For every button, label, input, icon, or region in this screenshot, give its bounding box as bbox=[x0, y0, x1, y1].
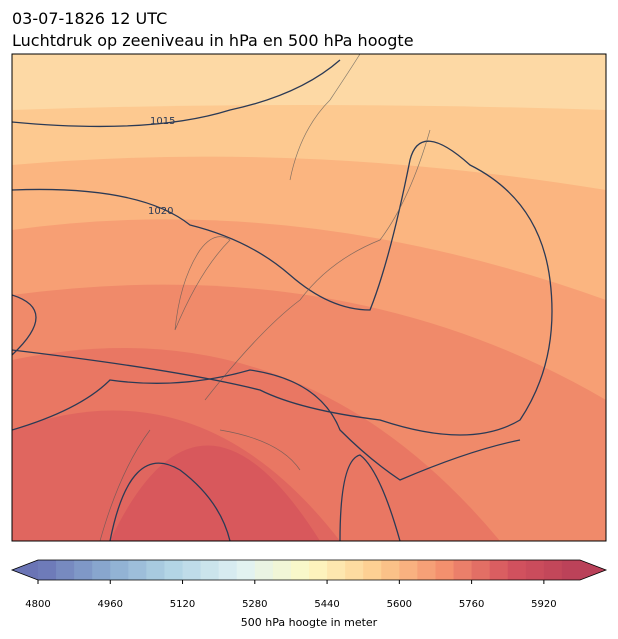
coastlines bbox=[99, 54, 431, 541]
colorbar-segment bbox=[561, 560, 581, 580]
coastline bbox=[99, 429, 301, 541]
colorbar-label: 500 hPa hoogte in meter bbox=[241, 616, 378, 629]
colorbar-tick-label: 5440 bbox=[314, 599, 339, 610]
colorbar-segment bbox=[182, 560, 202, 580]
colorbar-segment bbox=[218, 560, 238, 580]
colorbar: 4800 4960 5120 5280 5440 5600 5760 5920 bbox=[10, 559, 608, 610]
colorbar-tick-label: 4800 bbox=[25, 599, 50, 610]
colorbar-segment bbox=[507, 560, 527, 580]
colorbar-segment bbox=[56, 560, 75, 580]
colorbar-segment bbox=[236, 560, 256, 580]
isobar bbox=[339, 454, 401, 541]
colorbar-segment bbox=[290, 560, 310, 580]
map-date: 03-07-1826 12 UTC bbox=[12, 9, 167, 28]
height-band bbox=[110, 445, 320, 541]
colorbar-segment bbox=[381, 560, 400, 580]
colorbar-segment bbox=[146, 560, 165, 580]
isobar bbox=[12, 59, 341, 128]
colorbar-segment bbox=[363, 560, 382, 580]
colorbar-segment bbox=[110, 560, 129, 580]
colorbar-segment bbox=[254, 560, 274, 580]
colorbar-tick-label: 5120 bbox=[170, 599, 195, 610]
coastline bbox=[174, 236, 231, 331]
isobar bbox=[12, 140, 553, 436]
colorbar-extend-high bbox=[580, 560, 606, 580]
isobar bbox=[12, 369, 521, 481]
isobar-label: 1015 bbox=[150, 116, 175, 127]
colorbar-segment bbox=[417, 560, 436, 580]
colorbar-segment bbox=[164, 560, 184, 580]
colorbar-segment bbox=[525, 560, 545, 580]
colorbar-segment bbox=[543, 560, 563, 580]
colorbar-segment bbox=[74, 560, 93, 580]
colorbar-segment bbox=[92, 560, 111, 580]
map-area bbox=[12, 54, 606, 541]
colorbar-segment bbox=[399, 560, 418, 580]
colorbar-segment bbox=[453, 560, 473, 580]
colorbar-tick-label: 5280 bbox=[242, 599, 267, 610]
colorbar-segment bbox=[38, 560, 57, 580]
isobars bbox=[12, 59, 553, 541]
colorbar-tick-label: 5600 bbox=[387, 599, 412, 610]
isobar-label: 1020 bbox=[148, 206, 173, 217]
coastline bbox=[204, 129, 431, 401]
colorbar-segment bbox=[435, 560, 455, 580]
colorbar-segment bbox=[200, 560, 220, 580]
colorbar-segment bbox=[128, 560, 147, 580]
isobar bbox=[109, 462, 231, 541]
colorbar-outline bbox=[10, 559, 608, 581]
map-title: Luchtdruk op zeeniveau in hPa en 500 hPa… bbox=[12, 31, 414, 50]
colorbar-segment bbox=[327, 560, 346, 580]
colorbar-tick-label: 5760 bbox=[459, 599, 484, 610]
map-frame bbox=[11, 53, 607, 542]
colorbar-segment bbox=[272, 560, 292, 580]
colorbar-segment bbox=[471, 560, 491, 580]
colorbar-extend-low bbox=[12, 560, 38, 580]
colorbar-segment bbox=[309, 560, 328, 580]
colorbar-segment bbox=[489, 560, 509, 580]
colorbar-tick-label: 5920 bbox=[531, 599, 556, 610]
isobar bbox=[12, 294, 37, 356]
coastline bbox=[289, 54, 361, 181]
colorbar-tick-label: 4960 bbox=[98, 599, 123, 610]
colorbar-segment bbox=[345, 560, 364, 580]
